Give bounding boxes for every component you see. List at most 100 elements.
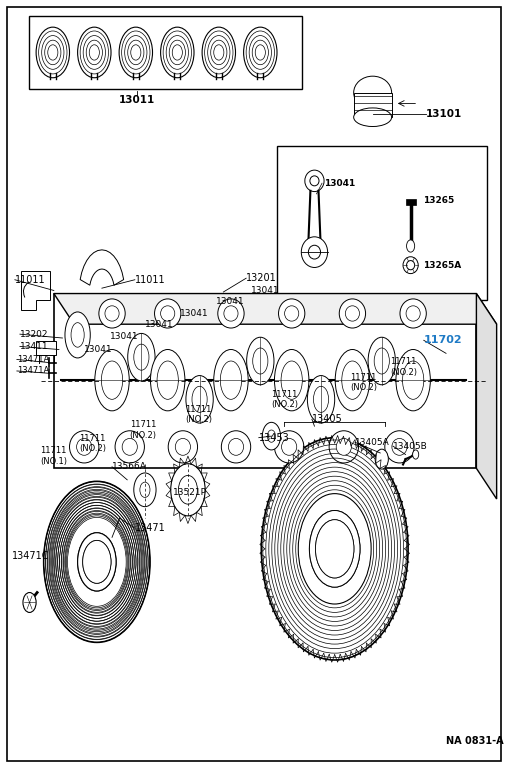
Text: 11011: 11011 bbox=[135, 275, 165, 285]
Polygon shape bbox=[54, 293, 476, 468]
Ellipse shape bbox=[392, 439, 407, 455]
Ellipse shape bbox=[175, 439, 190, 455]
Ellipse shape bbox=[214, 349, 248, 411]
Text: 13471: 13471 bbox=[135, 523, 165, 533]
Bar bbox=[36, 341, 56, 355]
Circle shape bbox=[78, 533, 116, 591]
Circle shape bbox=[267, 430, 276, 442]
Ellipse shape bbox=[192, 386, 207, 412]
Circle shape bbox=[202, 27, 236, 78]
Ellipse shape bbox=[403, 361, 424, 399]
Circle shape bbox=[140, 482, 150, 498]
Ellipse shape bbox=[336, 439, 352, 455]
Text: 13405: 13405 bbox=[312, 414, 343, 424]
Circle shape bbox=[134, 473, 156, 507]
Ellipse shape bbox=[155, 299, 181, 328]
Ellipse shape bbox=[77, 439, 92, 455]
Circle shape bbox=[298, 494, 371, 604]
Circle shape bbox=[406, 240, 415, 252]
Text: 13265A: 13265A bbox=[423, 260, 462, 270]
Circle shape bbox=[261, 438, 408, 660]
Text: 11711
(NO.2): 11711 (NO.2) bbox=[390, 357, 417, 377]
Ellipse shape bbox=[253, 348, 268, 374]
Text: 13405B: 13405B bbox=[393, 442, 428, 451]
Circle shape bbox=[309, 511, 360, 588]
Ellipse shape bbox=[308, 376, 334, 423]
Ellipse shape bbox=[65, 312, 90, 358]
Ellipse shape bbox=[71, 323, 84, 347]
Ellipse shape bbox=[354, 76, 392, 109]
Text: 11711
(NO.2): 11711 (NO.2) bbox=[130, 420, 157, 440]
Text: 13411: 13411 bbox=[20, 342, 49, 351]
Text: 13471A: 13471A bbox=[17, 355, 49, 364]
Text: 13201: 13201 bbox=[246, 273, 277, 283]
Ellipse shape bbox=[168, 431, 197, 463]
Ellipse shape bbox=[385, 431, 414, 463]
Text: 13041: 13041 bbox=[180, 309, 209, 318]
Ellipse shape bbox=[161, 306, 175, 321]
Text: 13453: 13453 bbox=[259, 432, 290, 442]
Ellipse shape bbox=[134, 344, 149, 370]
Ellipse shape bbox=[282, 439, 297, 455]
Ellipse shape bbox=[105, 306, 119, 321]
Text: 13405A: 13405A bbox=[355, 438, 390, 447]
Circle shape bbox=[299, 495, 370, 602]
Polygon shape bbox=[80, 250, 124, 285]
Text: 11711
(NO.2): 11711 (NO.2) bbox=[271, 389, 298, 409]
Circle shape bbox=[45, 483, 149, 641]
Polygon shape bbox=[476, 293, 497, 499]
Text: 13041: 13041 bbox=[216, 297, 245, 306]
Text: 13202: 13202 bbox=[20, 329, 49, 339]
Text: 13041: 13041 bbox=[324, 179, 355, 187]
Text: 13041: 13041 bbox=[110, 332, 138, 341]
Text: 13521P: 13521P bbox=[173, 488, 207, 498]
Circle shape bbox=[262, 422, 281, 450]
Text: NA 0831-A: NA 0831-A bbox=[446, 737, 504, 746]
Ellipse shape bbox=[275, 349, 309, 411]
Ellipse shape bbox=[396, 349, 430, 411]
Bar bbox=[28, 16, 302, 89]
Text: 13471C: 13471C bbox=[12, 551, 49, 561]
Ellipse shape bbox=[406, 306, 420, 321]
Ellipse shape bbox=[313, 386, 329, 412]
Circle shape bbox=[83, 541, 111, 584]
Ellipse shape bbox=[310, 176, 319, 186]
Ellipse shape bbox=[99, 299, 125, 328]
Ellipse shape bbox=[403, 257, 418, 273]
Circle shape bbox=[315, 520, 354, 578]
Ellipse shape bbox=[374, 348, 389, 374]
Ellipse shape bbox=[284, 306, 299, 321]
Ellipse shape bbox=[329, 431, 358, 463]
Text: 13041: 13041 bbox=[251, 286, 280, 295]
Text: 11702: 11702 bbox=[424, 336, 462, 346]
Ellipse shape bbox=[406, 260, 415, 270]
Text: 11011: 11011 bbox=[15, 275, 45, 285]
Circle shape bbox=[413, 450, 419, 459]
Text: 11711
(NO.2): 11711 (NO.2) bbox=[350, 372, 377, 392]
Ellipse shape bbox=[354, 108, 392, 127]
Ellipse shape bbox=[122, 439, 138, 455]
Circle shape bbox=[36, 27, 69, 78]
Ellipse shape bbox=[157, 361, 178, 399]
Circle shape bbox=[178, 475, 197, 504]
Ellipse shape bbox=[305, 170, 324, 191]
Ellipse shape bbox=[308, 245, 321, 259]
Ellipse shape bbox=[368, 337, 396, 385]
Text: 13101: 13101 bbox=[426, 109, 462, 119]
Ellipse shape bbox=[69, 431, 99, 463]
Text: 13011: 13011 bbox=[119, 95, 156, 105]
Circle shape bbox=[83, 541, 111, 584]
Ellipse shape bbox=[229, 439, 244, 455]
Circle shape bbox=[244, 27, 277, 78]
Ellipse shape bbox=[281, 361, 302, 399]
Bar bbox=[354, 93, 392, 118]
Circle shape bbox=[44, 482, 150, 642]
Circle shape bbox=[119, 27, 153, 78]
Circle shape bbox=[23, 593, 36, 612]
Circle shape bbox=[315, 520, 354, 578]
Ellipse shape bbox=[335, 349, 370, 411]
Text: 13041: 13041 bbox=[84, 345, 113, 354]
Ellipse shape bbox=[186, 376, 213, 423]
Text: 11711
(NO.2): 11711 (NO.2) bbox=[186, 405, 212, 425]
Circle shape bbox=[161, 27, 194, 78]
